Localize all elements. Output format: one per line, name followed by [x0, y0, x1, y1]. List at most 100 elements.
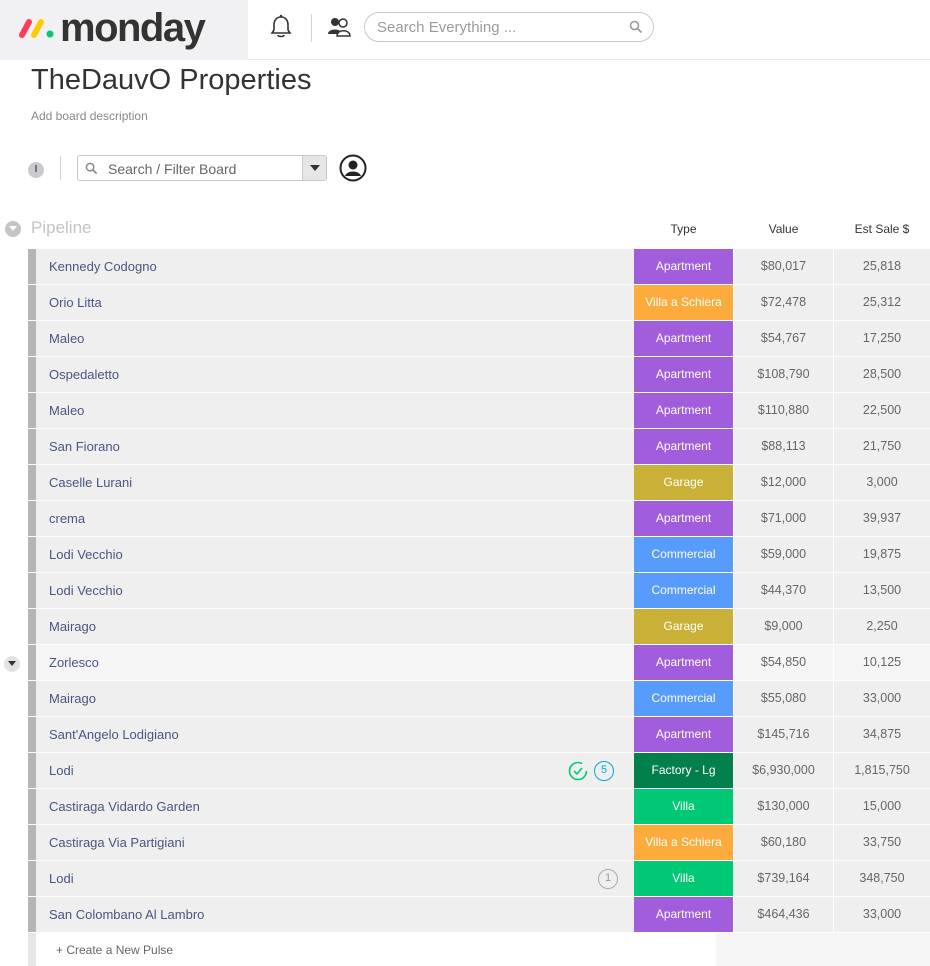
type-status-cell[interactable]: Apartment — [634, 717, 733, 752]
pulse-name-cell[interactable]: Castiraga Vidardo Garden — [36, 789, 634, 824]
est-sale-cell[interactable]: 348,750 — [834, 861, 930, 896]
pulse-name-cell[interactable]: Lodi — [36, 861, 634, 896]
pulse-name-cell[interactable]: crema — [36, 501, 634, 536]
pulse-name-cell[interactable]: Ospedaletto — [36, 357, 634, 392]
est-sale-cell[interactable]: 13,500 — [834, 573, 930, 608]
est-sale-cell[interactable]: 1,815,750 — [834, 753, 930, 788]
table-row[interactable]: Lodi 1 Villa $739,164 348,750 — [28, 861, 930, 897]
board-title[interactable]: TheDauvO Properties — [31, 64, 312, 96]
pulse-name-cell[interactable]: Lodi Vecchio — [36, 573, 634, 608]
pulse-name[interactable]: Lodi Vecchio — [49, 547, 123, 562]
table-row[interactable]: Sant'Angelo Lodigiano Apartment $145,716 34… — [28, 717, 930, 753]
pulse-name[interactable]: Kennedy Codogno — [49, 259, 157, 274]
table-row[interactable]: Mairago Commercial $55,080 33,000 — [28, 681, 930, 717]
type-status-cell[interactable]: Apartment — [634, 321, 733, 356]
table-row[interactable]: Ospedaletto Apartment $108,790 28,500 — [28, 357, 930, 393]
type-status-cell[interactable]: Apartment — [634, 357, 733, 392]
pulse-name-cell[interactable]: Maleo — [36, 393, 634, 428]
value-cell[interactable]: $739,164 — [734, 861, 833, 896]
pulse-name[interactable]: Zorlesco — [49, 655, 99, 670]
type-status-cell[interactable]: Apartment — [634, 249, 733, 284]
table-row[interactable]: Lodi 5 Factory - Lg $6,930,000 1,815,750 — [28, 753, 930, 789]
row-color-bar[interactable] — [28, 717, 36, 752]
value-cell[interactable]: $54,767 — [734, 321, 833, 356]
est-sale-cell[interactable]: 33,000 — [834, 681, 930, 716]
global-search[interactable] — [364, 12, 654, 42]
row-color-bar[interactable] — [28, 249, 36, 284]
type-status-cell[interactable]: Apartment — [634, 897, 733, 932]
row-menu-toggle[interactable] — [4, 656, 20, 672]
pulse-name[interactable]: crema — [49, 511, 86, 526]
type-status-cell[interactable]: Garage — [634, 609, 733, 644]
row-color-bar[interactable] — [28, 501, 36, 536]
type-status-cell[interactable]: Villa — [634, 861, 733, 896]
table-row[interactable]: San Fiorano Apartment $88,113 21,750 — [28, 429, 930, 465]
table-row[interactable]: Maleo Apartment $110,880 22,500 — [28, 393, 930, 429]
value-cell[interactable]: $88,113 — [734, 429, 833, 464]
pulse-name-cell[interactable]: San Fiorano — [36, 429, 634, 464]
type-status-cell[interactable]: Villa a Schiera — [634, 285, 733, 320]
value-cell[interactable]: $130,000 — [734, 789, 833, 824]
pulse-name[interactable]: Lodi — [49, 871, 74, 886]
row-color-bar[interactable] — [28, 321, 36, 356]
column-header-est-sale[interactable]: Est Sale $ — [854, 222, 910, 236]
table-row[interactable]: crema Apartment $71,000 39,937 — [28, 501, 930, 537]
type-status-cell[interactable]: Garage — [634, 465, 733, 500]
table-row[interactable]: Caselle Lurani Garage $12,000 3,000 — [28, 465, 930, 501]
pulse-name-cell[interactable]: Lodi Vecchio — [36, 537, 634, 572]
table-row[interactable]: Lodi Vecchio Commercial $59,000 19,875 — [28, 537, 930, 573]
global-search-input[interactable] — [377, 18, 627, 36]
board-filter[interactable] — [77, 155, 327, 181]
type-status-cell[interactable]: Villa a Schiera — [634, 825, 733, 860]
row-color-bar[interactable] — [28, 825, 36, 860]
pulse-name[interactable]: Orio Litta — [49, 295, 102, 310]
pulse-name-cell[interactable]: Orio Litta — [36, 285, 634, 320]
type-status-cell[interactable]: Commercial — [634, 681, 733, 716]
est-sale-cell[interactable]: 25,818 — [834, 249, 930, 284]
row-color-bar[interactable] — [28, 393, 36, 428]
pulse-name-cell[interactable]: Kennedy Codogno — [36, 249, 634, 284]
pulse-name-cell[interactable]: Mairago — [36, 609, 634, 644]
row-color-bar[interactable] — [28, 753, 36, 788]
value-cell[interactable]: $464,436 — [734, 897, 833, 932]
pulse-name[interactable]: Ospedaletto — [49, 367, 120, 382]
value-cell[interactable]: $71,000 — [734, 501, 833, 536]
logo-area[interactable]: monday — [0, 0, 248, 60]
table-row[interactable]: San Colombano Al Lambro Apartment $464,436… — [28, 897, 930, 933]
updates-count-badge[interactable]: 5 — [594, 761, 614, 781]
est-sale-cell[interactable]: 17,250 — [834, 321, 930, 356]
notifications-button[interactable] — [267, 13, 295, 41]
pulse-name[interactable]: Castiraga Vidardo Garden — [49, 799, 200, 814]
type-status-cell[interactable]: Villa — [634, 789, 733, 824]
est-sale-cell[interactable]: 15,000 — [834, 789, 930, 824]
invite-members-button[interactable] — [325, 13, 353, 41]
table-row[interactable]: Maleo Apartment $54,767 17,250 — [28, 321, 930, 357]
pulse-name[interactable]: Mairago — [49, 619, 96, 634]
type-status-cell[interactable]: Commercial — [634, 573, 733, 608]
pulse-name-cell[interactable]: San Colombano Al Lambro — [36, 897, 634, 932]
row-color-bar[interactable] — [28, 645, 36, 680]
person-filter-button[interactable] — [339, 154, 367, 182]
value-cell[interactable]: $80,017 — [734, 249, 833, 284]
pulse-name-cell[interactable]: Zorlesco — [36, 645, 634, 680]
type-status-cell[interactable]: Apartment — [634, 501, 733, 536]
row-color-bar[interactable] — [28, 609, 36, 644]
table-row[interactable]: Lodi Vecchio Commercial $44,370 13,500 — [28, 573, 930, 609]
row-color-bar[interactable] — [28, 789, 36, 824]
value-cell[interactable]: $110,880 — [734, 393, 833, 428]
value-cell[interactable]: $55,080 — [734, 681, 833, 716]
est-sale-cell[interactable]: 19,875 — [834, 537, 930, 572]
type-status-cell[interactable]: Commercial — [634, 537, 733, 572]
value-cell[interactable]: $12,000 — [734, 465, 833, 500]
type-status-cell[interactable]: Factory - Lg — [634, 753, 733, 788]
pulse-name-cell[interactable]: Mairago — [36, 681, 634, 716]
table-row[interactable]: Zorlesco Apartment $54,850 10,125 — [4, 645, 930, 681]
pulse-name-cell[interactable]: Caselle Lurani — [36, 465, 634, 500]
table-row[interactable]: Castiraga Via Partigiani Villa a Schiera $… — [28, 825, 930, 861]
board-description[interactable]: Add board description — [31, 109, 148, 123]
board-filter-input[interactable] — [108, 160, 298, 177]
pulse-name-cell[interactable]: Sant'Angelo Lodigiano — [36, 717, 634, 752]
group-title[interactable]: Pipeline — [31, 218, 92, 237]
value-cell[interactable]: $145,716 — [734, 717, 833, 752]
est-sale-cell[interactable]: 21,750 — [834, 429, 930, 464]
